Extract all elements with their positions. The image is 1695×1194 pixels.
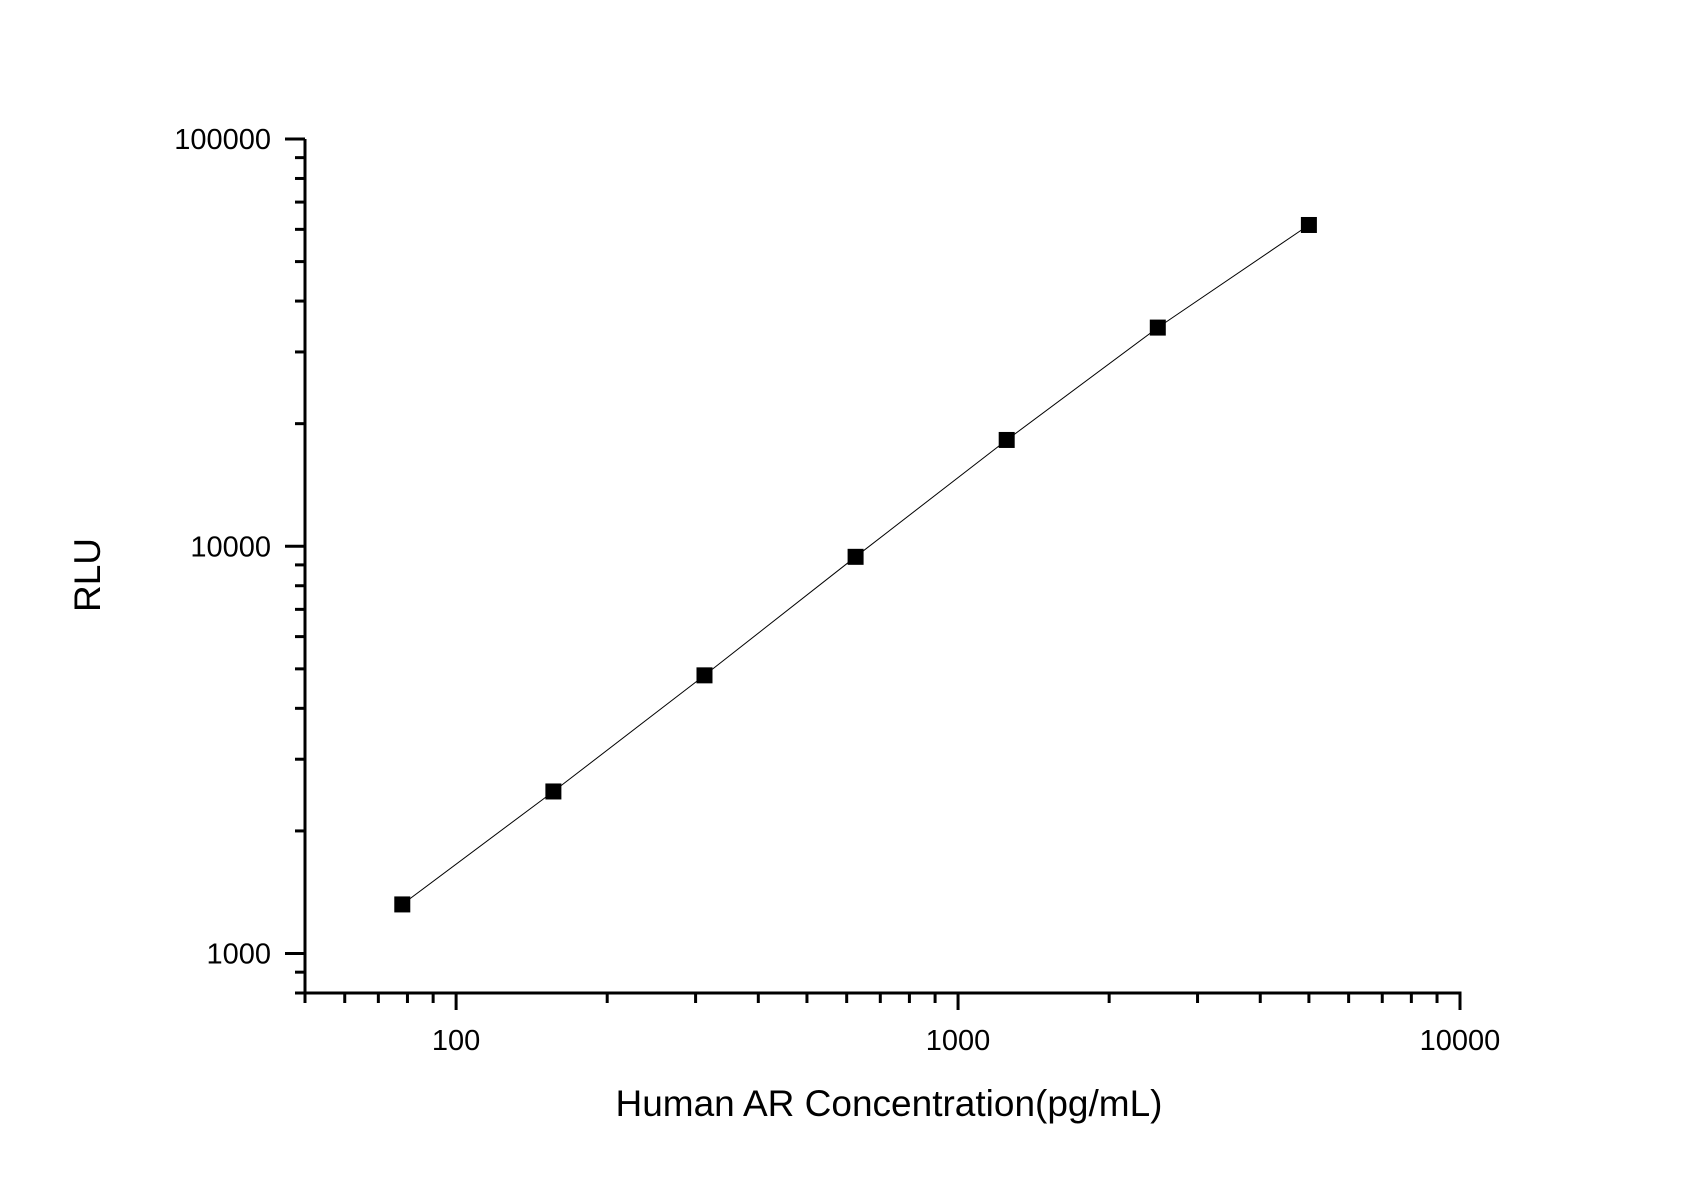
y-tick-label: 100000 xyxy=(174,124,271,156)
x-axis-ticks: 100 1000 10000 xyxy=(303,993,1501,1057)
data-point-marker xyxy=(1149,319,1166,336)
x-tick-label: 1000 xyxy=(926,1025,991,1057)
data-point-marker xyxy=(1300,216,1317,233)
y-axis-title: RLU xyxy=(67,538,108,612)
y-tick-label: 1000 xyxy=(206,939,271,971)
plot-area xyxy=(394,216,1317,913)
data-markers xyxy=(394,216,1317,913)
data-point-marker xyxy=(847,548,864,565)
data-point-marker xyxy=(998,431,1015,448)
x-axis: 100 1000 10000 xyxy=(303,991,1501,1057)
x-tick-label: 100 xyxy=(432,1025,480,1057)
y-tick-label: 10000 xyxy=(190,531,271,563)
data-point-marker xyxy=(545,783,562,800)
y-axis: 1000 10000 100000 xyxy=(174,124,307,995)
y-axis-ticks: 1000 10000 100000 xyxy=(174,124,305,995)
data-point-marker xyxy=(394,896,411,913)
data-point-marker xyxy=(696,667,713,684)
x-axis-title: Human AR Concentration(pg/mL) xyxy=(615,1083,1162,1124)
x-tick-label: 10000 xyxy=(1420,1025,1501,1057)
